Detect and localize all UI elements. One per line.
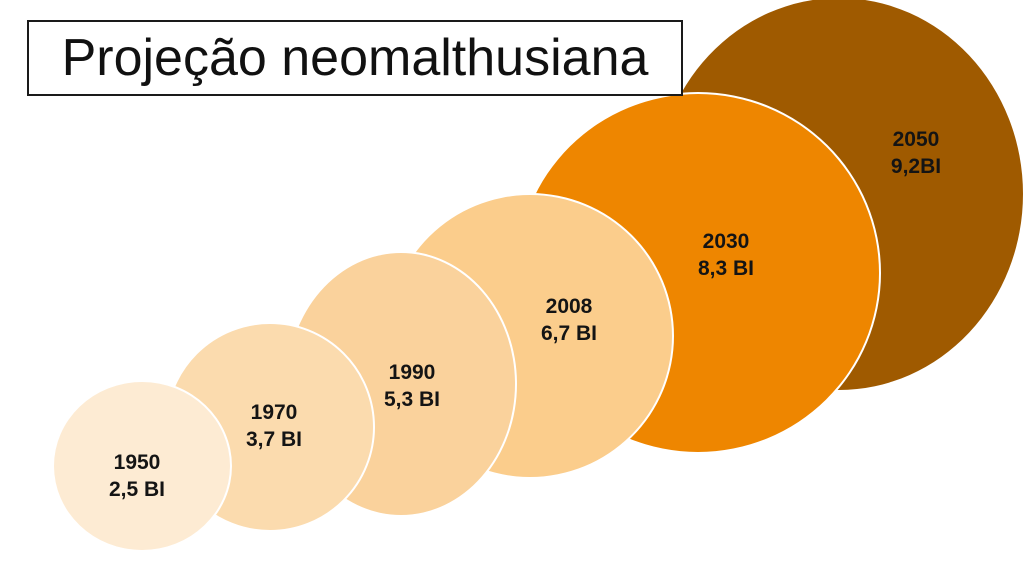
year-1970: 1970 [250,401,298,424]
population-2030: 8,3 BI [697,257,755,280]
label-1970: 1970 3,7 BI [246,399,302,453]
label-1990: 1990 5,3 BI [384,359,440,413]
title-box: Projeção neomalthusiana [27,20,683,96]
label-2030: 2030 8,3 BI [698,228,754,282]
year-2050: 2050 [892,128,940,151]
circle-1950 [52,380,232,552]
population-2008: 6,7 BI [540,322,598,345]
year-2030: 2030 [702,230,750,253]
population-1990: 5,3 BI [383,388,441,411]
label-2008: 2008 6,7 BI [541,293,597,347]
label-2050: 2050 9,2BI [891,126,941,180]
label-1950: 1950 2,5 BI [109,449,165,503]
year-2008: 2008 [545,295,593,318]
page-title: Projeção neomalthusiana [61,29,649,87]
year-1950: 1950 [113,451,161,474]
population-1950: 2,5 BI [108,478,166,501]
population-2050: 9,2BI [890,155,942,178]
population-1970: 3,7 BI [245,428,303,451]
year-1990: 1990 [388,361,436,384]
